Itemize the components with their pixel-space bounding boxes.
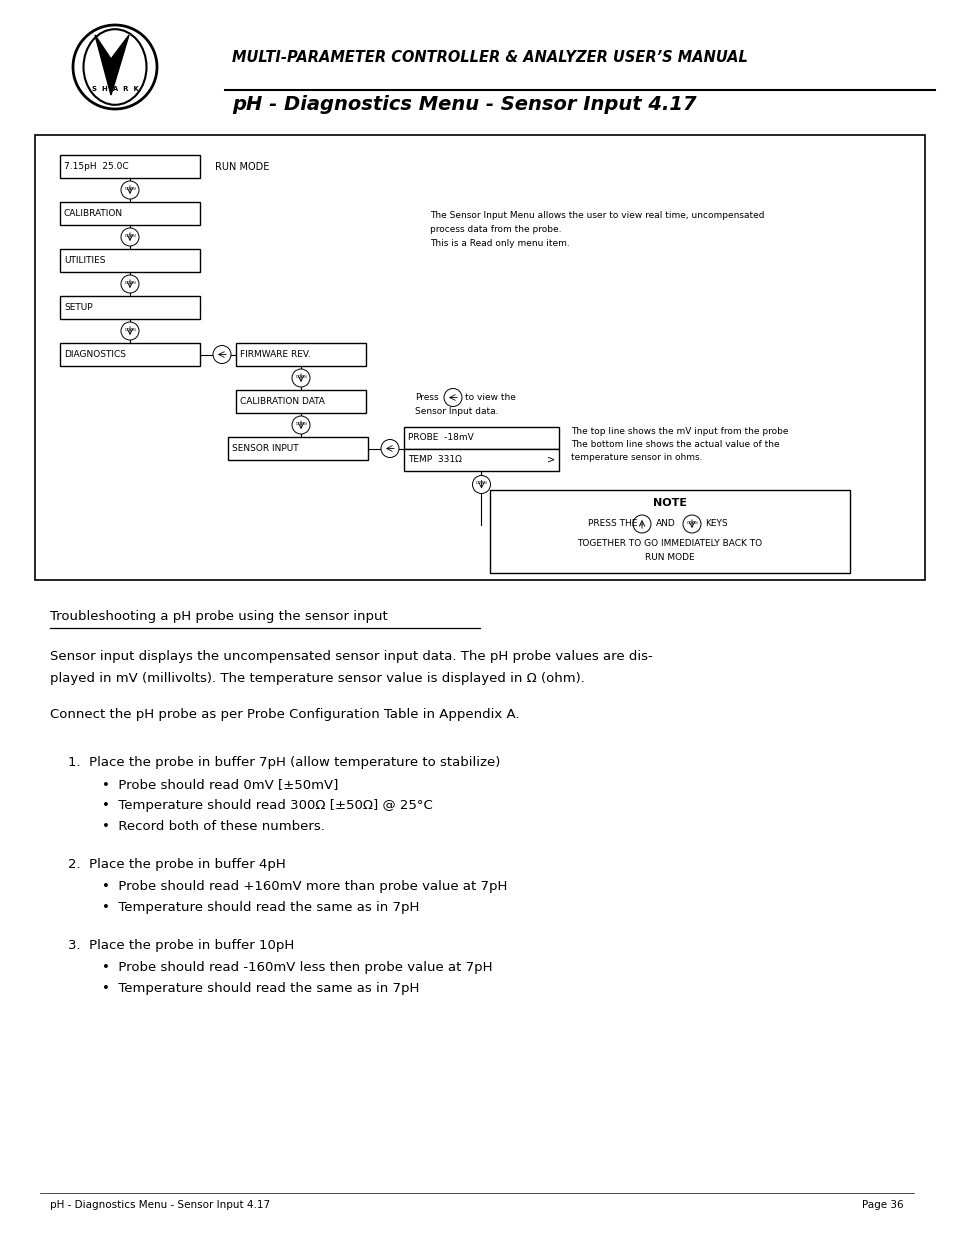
Circle shape xyxy=(213,346,231,363)
Bar xyxy=(60,343,200,366)
Text: RUN MODE: RUN MODE xyxy=(644,553,694,562)
Text: DOWN: DOWN xyxy=(124,329,135,332)
Text: 3.  Place the probe in buffer 10pH: 3. Place the probe in buffer 10pH xyxy=(68,939,294,952)
Text: DOWN: DOWN xyxy=(685,521,697,525)
Text: SENSOR INPUT: SENSOR INPUT xyxy=(232,445,298,453)
Text: pH - Diagnostics Menu - Sensor Input 4.17: pH - Diagnostics Menu - Sensor Input 4.1… xyxy=(232,95,696,115)
Text: S  H  A  R  K: S H A R K xyxy=(91,86,138,91)
Circle shape xyxy=(121,275,139,293)
Text: to view the: to view the xyxy=(464,393,516,403)
Text: pH - Diagnostics Menu - Sensor Input 4.17: pH - Diagnostics Menu - Sensor Input 4.1… xyxy=(50,1200,270,1210)
Text: DOWN: DOWN xyxy=(476,482,487,485)
Circle shape xyxy=(633,515,650,534)
Text: MULTI-PARAMETER CONTROLLER & ANALYZER USER’S MANUAL: MULTI-PARAMETER CONTROLLER & ANALYZER US… xyxy=(232,51,747,65)
Text: CALIBRATION: CALIBRATION xyxy=(64,209,123,219)
Text: RUN MODE: RUN MODE xyxy=(214,162,269,172)
Text: Troubleshooting a pH probe using the sensor input: Troubleshooting a pH probe using the sen… xyxy=(50,610,387,622)
Text: >: > xyxy=(546,454,555,464)
Bar xyxy=(403,448,558,471)
Bar xyxy=(60,203,200,225)
Text: DOWN: DOWN xyxy=(294,422,307,426)
Text: •  Temperature should read 300Ω [±50Ω] @ 25°C: • Temperature should read 300Ω [±50Ω] @ … xyxy=(102,799,433,811)
Bar xyxy=(60,156,200,178)
Circle shape xyxy=(121,228,139,246)
Circle shape xyxy=(682,515,700,534)
Circle shape xyxy=(443,389,461,406)
Text: The bottom line shows the actual value of the: The bottom line shows the actual value o… xyxy=(571,440,779,450)
Text: temperature sensor in ohms.: temperature sensor in ohms. xyxy=(571,453,701,462)
Bar xyxy=(60,249,200,272)
Text: 2.  Place the probe in buffer 4pH: 2. Place the probe in buffer 4pH xyxy=(68,858,286,871)
Text: TOGETHER TO GO IMMEDIATELY BACK TO: TOGETHER TO GO IMMEDIATELY BACK TO xyxy=(577,540,761,548)
Text: This is a Read only menu item.: This is a Read only menu item. xyxy=(430,238,569,247)
Text: DOWN: DOWN xyxy=(294,375,307,379)
Bar xyxy=(403,426,558,448)
Text: NOTE: NOTE xyxy=(652,498,686,508)
Bar xyxy=(235,343,366,366)
Text: •  Probe should read +160mV more than probe value at 7pH: • Probe should read +160mV more than pro… xyxy=(102,881,507,893)
Circle shape xyxy=(472,475,490,494)
Text: •  Temperature should read the same as in 7pH: • Temperature should read the same as in… xyxy=(102,902,419,914)
Text: process data from the probe.: process data from the probe. xyxy=(430,225,561,233)
Circle shape xyxy=(380,440,398,457)
Text: Sensor Input data.: Sensor Input data. xyxy=(415,408,498,416)
Text: •  Temperature should read the same as in 7pH: • Temperature should read the same as in… xyxy=(102,982,419,995)
Polygon shape xyxy=(95,35,129,95)
Text: UTILITIES: UTILITIES xyxy=(64,256,106,266)
Text: Connect the pH probe as per Probe Configuration Table in Appendix A.: Connect the pH probe as per Probe Config… xyxy=(50,708,519,721)
Text: DOWN: DOWN xyxy=(124,282,135,285)
Text: Page 36: Page 36 xyxy=(862,1200,903,1210)
Text: KEYS: KEYS xyxy=(704,520,727,529)
Text: CALIBRATION DATA: CALIBRATION DATA xyxy=(240,396,325,406)
Text: SETUP: SETUP xyxy=(64,303,92,312)
Text: The top line shows the mV input from the probe: The top line shows the mV input from the… xyxy=(571,427,788,436)
Circle shape xyxy=(292,416,310,433)
Text: played in mV (millivolts). The temperature sensor value is displayed in Ω (ohm).: played in mV (millivolts). The temperatu… xyxy=(50,672,584,685)
Circle shape xyxy=(121,182,139,199)
Bar xyxy=(228,437,368,459)
Text: UP: UP xyxy=(639,522,643,527)
Text: PROBE  -18mV: PROBE -18mV xyxy=(408,433,474,442)
Bar xyxy=(490,490,849,573)
Text: Press: Press xyxy=(415,393,438,403)
Bar xyxy=(60,296,200,319)
Circle shape xyxy=(121,322,139,340)
Text: 7.15pH  25.0C: 7.15pH 25.0C xyxy=(64,162,129,170)
Circle shape xyxy=(292,369,310,387)
Text: AND: AND xyxy=(656,520,675,529)
Text: DIAGNOSTICS: DIAGNOSTICS xyxy=(64,350,126,359)
Text: TEMP  331Ω: TEMP 331Ω xyxy=(408,454,461,464)
Text: •  Record both of these numbers.: • Record both of these numbers. xyxy=(102,820,325,832)
Text: PRESS THE: PRESS THE xyxy=(587,520,637,529)
Text: Sensor input displays the uncompensated sensor input data. The pH probe values a: Sensor input displays the uncompensated … xyxy=(50,650,652,663)
Bar xyxy=(35,135,924,580)
Text: DOWN: DOWN xyxy=(124,233,135,238)
Text: DOWN: DOWN xyxy=(124,186,135,191)
Text: 1.  Place the probe in buffer 7pH (allow temperature to stabilize): 1. Place the probe in buffer 7pH (allow … xyxy=(68,756,500,769)
Text: The Sensor Input Menu allows the user to view real time, uncompensated: The Sensor Input Menu allows the user to… xyxy=(430,210,763,220)
Text: •  Probe should read 0mV [±50mV]: • Probe should read 0mV [±50mV] xyxy=(102,778,338,790)
Text: FIRMWARE REV.: FIRMWARE REV. xyxy=(240,350,311,359)
Bar xyxy=(235,390,366,412)
Text: •  Probe should read -160mV less then probe value at 7pH: • Probe should read -160mV less then pro… xyxy=(102,961,492,974)
